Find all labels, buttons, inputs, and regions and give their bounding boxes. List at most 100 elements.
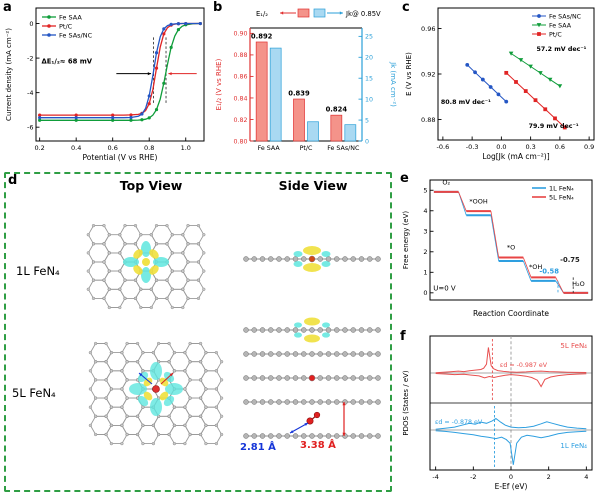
panel-b-e12-jk-bar-chart: 0.80 0.82 0.84 0.86 0.88 0.90 0 5 10 15 20 25 E₁/₂ (…	[215, 8, 397, 152]
svg-text:2: 2	[423, 248, 427, 256]
svg-text:0.3: 0.3	[525, 143, 535, 151]
svg-text:Pt/C: Pt/C	[300, 145, 313, 152]
svg-text:Fe SAA: Fe SAA	[549, 22, 572, 29]
svg-text:15: 15	[365, 76, 373, 83]
svg-text:0: 0	[509, 473, 513, 481]
svg-text:H₂O: H₂O	[572, 280, 585, 288]
svg-text:5L FeN₄: 5L FeN₄	[549, 193, 574, 201]
svg-text:E-Ef (eV): E-Ef (eV)	[495, 482, 528, 491]
svg-text:5: 5	[365, 117, 369, 124]
svg-text:0: 0	[423, 289, 427, 297]
svg-text:2: 2	[547, 473, 551, 481]
svg-text:79.9 mV dec⁻¹: 79.9 mV dec⁻¹	[529, 123, 579, 130]
panel-d-structure-views: d Top View Side View 1L FeN₄ 5L FeN₄ 2.8…	[4, 172, 392, 492]
svg-text:Fe SAA: Fe SAA	[258, 145, 281, 152]
svg-text:Potential (V vs RHE): Potential (V vs RHE)	[83, 153, 158, 162]
svg-text:-0.75: -0.75	[560, 256, 580, 264]
svg-text:Pt/C: Pt/C	[59, 22, 73, 30]
svg-text:ΔE₁/₂≈ 68 mV: ΔE₁/₂≈ 68 mV	[41, 57, 92, 65]
svg-text:0.8: 0.8	[144, 144, 154, 152]
svg-text:Reaction Coordinate: Reaction Coordinate	[473, 309, 549, 318]
svg-text:0.6: 0.6	[555, 143, 565, 151]
svg-text:0.86: 0.86	[233, 74, 247, 81]
svg-text:Fe SAs/NC: Fe SAs/NC	[59, 31, 93, 39]
svg-text:*OH: *OH	[529, 263, 542, 271]
svg-text:E₁/₂ (V vs RHE): E₁/₂ (V vs RHE)	[215, 58, 223, 110]
top-view-header: Top View	[119, 178, 183, 193]
panel-c-tafel-chart: -0.6 -0.3 0.0 0.3 0.6 0.9 0.88 0.92 0.96 Log[Jk (…	[405, 7, 595, 161]
row-5l-fen4-label: 5L FeN₄	[12, 386, 56, 400]
svg-text:0.80: 0.80	[233, 138, 247, 145]
panel-d-structure-graphics	[86, 223, 381, 446]
svg-text:Fe SAs/NC: Fe SAs/NC	[549, 13, 582, 20]
panel-f-letter: f	[400, 329, 406, 344]
svg-text:E₁/₂: E₁/₂	[256, 10, 268, 18]
side-view-header: Side View	[278, 178, 348, 193]
svg-text:0.88: 0.88	[233, 52, 247, 59]
svg-text:0.824: 0.824	[326, 106, 348, 114]
svg-text:-0.58: -0.58	[539, 267, 559, 275]
panel-d-letter: d	[8, 173, 18, 188]
svg-text:-4: -4	[27, 89, 33, 97]
distance-2-81-label: 2.81 Å	[240, 442, 276, 453]
distance-3-38-label: 3.38 Å	[300, 440, 336, 451]
svg-text:1.0: 1.0	[181, 144, 191, 152]
svg-text:0.2: 0.2	[34, 144, 44, 152]
panel-a-orr-polarization-chart: 0.2 0.4 0.6 0.8 1.0 0 -2 -4 -6 Potential (V vs RH…	[5, 7, 205, 162]
svg-text:4: 4	[584, 473, 588, 481]
svg-text:εd = -0.878 eV: εd = -0.878 eV	[435, 419, 483, 426]
svg-text:57.2 mV dec⁻¹: 57.2 mV dec⁻¹	[536, 46, 586, 53]
panel-a-letter: a	[3, 0, 12, 15]
panel-e-letter: e	[400, 171, 409, 186]
svg-text:20: 20	[365, 55, 373, 62]
svg-text:Log[Jk (mA cm⁻²)]: Log[Jk (mA cm⁻²)]	[482, 152, 549, 161]
svg-text:εd = -0.987 eV: εd = -0.987 eV	[500, 362, 548, 369]
svg-text:PDOS (States / eV): PDOS (States / eV)	[402, 370, 410, 436]
svg-text:0.90: 0.90	[233, 31, 247, 38]
svg-text:0.88: 0.88	[421, 116, 435, 124]
svg-text:Pt/C: Pt/C	[549, 31, 562, 38]
panel-b-letter: b	[213, 0, 223, 15]
svg-text:25: 25	[365, 34, 373, 41]
svg-text:U=0 V: U=0 V	[433, 284, 456, 292]
panel-e-free-energy-chart: 0 1 2 3 4 5 Reaction Coordinate Free energy (eV…	[402, 179, 593, 318]
svg-text:Free energy (eV): Free energy (eV)	[402, 211, 410, 270]
svg-text:0.4: 0.4	[71, 144, 81, 152]
svg-text:0.839: 0.839	[288, 90, 310, 98]
svg-text:*O: *O	[507, 243, 515, 251]
svg-text:Fe SAA: Fe SAA	[59, 13, 82, 21]
svg-text:10: 10	[365, 96, 373, 103]
svg-text:0.6: 0.6	[108, 144, 118, 152]
panel-f-pdos-chart: -4 -2 0 2 4 E-Ef (eV) PDOS (States / eV) 5L FeN…	[402, 335, 593, 491]
svg-text:*OOH: *OOH	[469, 197, 487, 205]
svg-text:1L FeN₄: 1L FeN₄	[549, 184, 574, 192]
svg-text:-2: -2	[27, 54, 33, 62]
svg-text:3: 3	[423, 228, 427, 236]
svg-text:Current density (mA cm⁻²): Current density (mA cm⁻²)	[5, 28, 13, 121]
svg-text:Jk@ 0.85V: Jk@ 0.85V	[345, 10, 381, 18]
svg-text:80.8 mV dec⁻¹: 80.8 mV dec⁻¹	[441, 99, 491, 106]
svg-text:-2: -2	[470, 473, 476, 481]
row-1l-fen4-label: 1L FeN₄	[16, 264, 60, 278]
svg-text:-0.3: -0.3	[466, 143, 479, 151]
svg-text:5L FeN₄: 5L FeN₄	[560, 342, 587, 350]
svg-text:4: 4	[423, 207, 427, 215]
svg-text:-6: -6	[27, 123, 33, 131]
svg-text:0.96: 0.96	[421, 25, 435, 33]
svg-text:0.0: 0.0	[496, 143, 506, 151]
svg-text:1L FeN₄: 1L FeN₄	[560, 442, 587, 450]
svg-text:5: 5	[423, 187, 427, 195]
panel-c-letter: c	[402, 0, 410, 15]
svg-text:Fe SAs/NC: Fe SAs/NC	[327, 145, 360, 152]
svg-text:0.892: 0.892	[251, 32, 273, 40]
svg-text:E (V vs RHE): E (V vs RHE)	[405, 52, 413, 96]
svg-text:0: 0	[365, 138, 369, 145]
svg-text:1: 1	[423, 269, 427, 277]
svg-text:0.84: 0.84	[233, 95, 247, 102]
svg-text:O₂: O₂	[442, 179, 450, 187]
svg-text:0.9: 0.9	[584, 143, 594, 151]
svg-text:0: 0	[29, 20, 33, 28]
svg-text:0.92: 0.92	[421, 70, 435, 78]
svg-text:0.82: 0.82	[233, 117, 247, 124]
